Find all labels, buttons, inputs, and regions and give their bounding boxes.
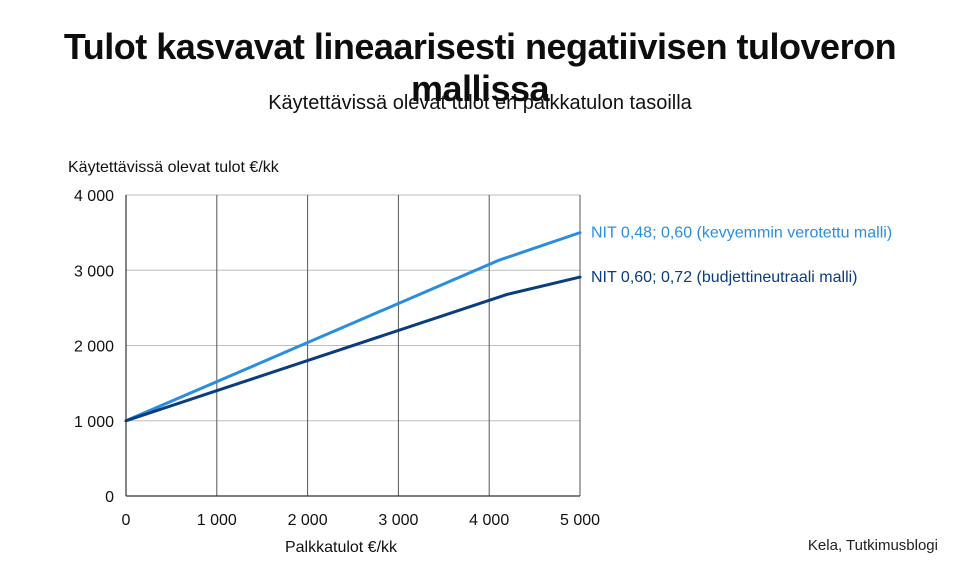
- grid-lines: [126, 194, 581, 496]
- chart-subtitle: Käytettävissä olevat tulot eri palkkatul…: [268, 92, 692, 114]
- x-axis-title: Palkkatulot €/kk: [285, 539, 398, 556]
- y-tick-label: 2 000: [74, 339, 114, 356]
- y-tick-label: 4 000: [74, 188, 114, 205]
- x-tick-label: 5 000: [560, 512, 600, 529]
- x-tick-label: 1 000: [197, 512, 237, 529]
- y-tick-label: 3 000: [74, 263, 114, 280]
- labels: 0 1 000 2 000 3 000 4 000 0 1 000 2 000 3 000 4 0…: [68, 159, 892, 556]
- x-tick-label: 2 000: [288, 512, 328, 529]
- x-tick-label: 3 000: [378, 512, 418, 529]
- axes: [125, 195, 580, 497]
- series-line: [124, 275, 582, 423]
- series-line: [124, 231, 582, 423]
- series-label: NIT 0,60; 0,72 (budjettineutraali malli): [591, 269, 858, 286]
- source-note: Kela, Tutkimusblogi: [807, 537, 938, 554]
- chart-title: Tulot kasvavat lineaarisesti negatiivise…: [63, 26, 897, 109]
- series-lines: [124, 231, 582, 423]
- x-tick-label: 4 000: [469, 512, 509, 529]
- y-tick-label: 0: [105, 489, 114, 506]
- x-tick-label: 0: [122, 512, 131, 529]
- y-axis-title: Käytettävissä olevat tulot €/kk: [68, 159, 280, 176]
- y-tick-label: 1 000: [74, 414, 114, 431]
- series-label: NIT 0,48; 0,60 (kevyemmin verotettu mall…: [591, 225, 892, 242]
